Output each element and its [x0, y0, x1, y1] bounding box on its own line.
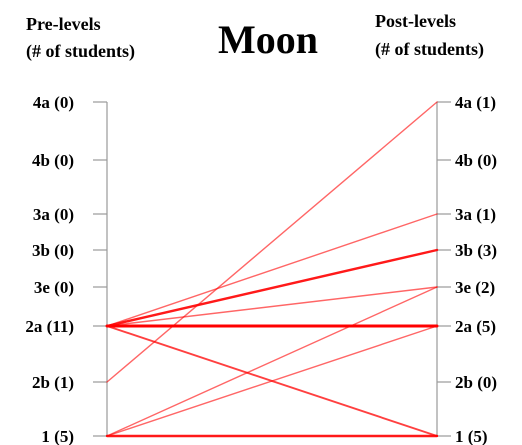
left-tick-label-4a: 4a (0) [33, 93, 74, 112]
left-tick-label-3e: 3e (0) [34, 278, 74, 297]
left-tick-label-1: 1 (5) [41, 427, 74, 445]
transition-line-2b-to-4a [106, 101, 438, 383]
post-levels-subheader: (# of students) [375, 39, 484, 60]
right-tick-label-3e: 3e (2) [455, 278, 495, 297]
left-tick-label-4b: 4b (0) [32, 151, 74, 170]
right-tick-label-2a: 2a (5) [455, 317, 496, 336]
right-tick-label-3a: 3a (1) [455, 205, 496, 224]
transition-line-1-to-3e [106, 286, 438, 437]
pre-levels-subheader: (# of students) [26, 41, 135, 62]
right-tick-label-1: 1 (5) [455, 427, 488, 445]
right-tick-label-4b: 4b (0) [455, 151, 497, 170]
left-tick-label-3b: 3b (0) [32, 241, 74, 260]
transition-line-2a-to-3a [106, 213, 438, 327]
tick-labels-group: 4a (0) 4b (0) 3a (0) 3b (0) 3e (0) 2a (11) 2b … [25, 93, 497, 445]
axes-group [93, 101, 451, 437]
chart-title: Moon [218, 17, 318, 62]
transition-line-1-to-2a [106, 325, 438, 437]
transition-lines-group [105, 101, 439, 438]
right-tick-label-2b: 2b (0) [455, 373, 497, 392]
pre-levels-header: Pre-levels [26, 14, 101, 34]
left-tick-label-3a: 3a (0) [33, 205, 74, 224]
post-levels-header: Post-levels [375, 11, 456, 31]
transition-line-2a-to-3b [105, 248, 439, 328]
transition-line-2a-to-3e [106, 286, 438, 327]
right-tick-label-4a: 4a (1) [455, 93, 496, 112]
right-tick-label-3b: 3b (3) [455, 241, 497, 260]
left-tick-label-2a: 2a (11) [25, 317, 74, 336]
left-tick-label-2b: 2b (1) [32, 373, 74, 392]
